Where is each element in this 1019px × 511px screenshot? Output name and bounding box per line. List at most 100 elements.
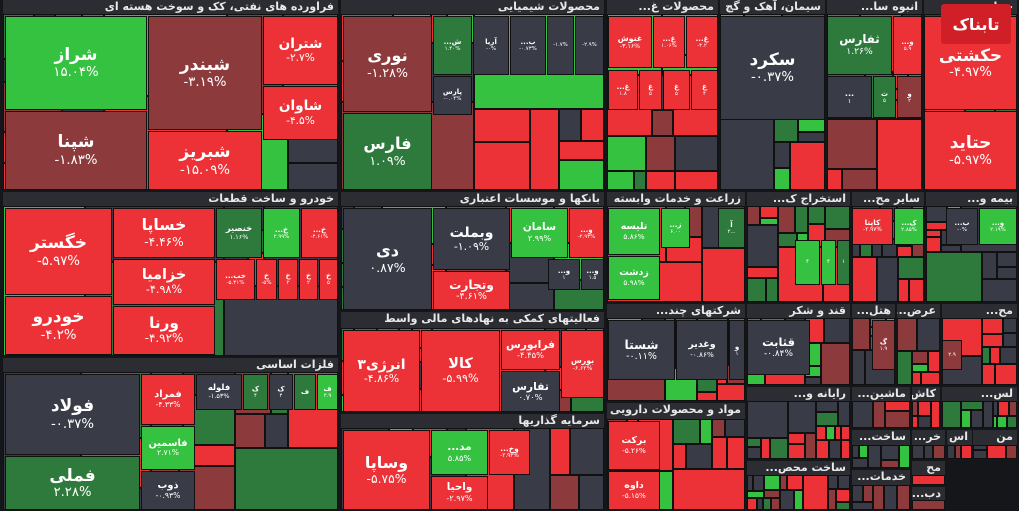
stock-tile[interactable]: خ... -۴.۶۱% <box>301 208 338 258</box>
stock-tile[interactable]: انرژی۳ -۴.۸۶% <box>343 330 420 412</box>
stock-tile[interactable]: و... ۲.۱۹% <box>979 208 1017 245</box>
stock-tile[interactable]: خب... -۵.۳۱% <box>216 259 255 300</box>
filler-tile <box>921 372 940 385</box>
stock-tile[interactable]: ۲.۹ <box>942 340 962 370</box>
stock-tile[interactable]: شتران -۲.۷% <box>263 16 338 85</box>
stock-tile[interactable]: ب... -۰.۷۳% <box>510 16 546 75</box>
stock-tile[interactable]: ز... ۶.۰۰ <box>661 208 690 248</box>
stock-tile[interactable]: وساپا -۵.۷۵% <box>343 430 430 510</box>
stock-tile[interactable]: شاوان -۴.۵% <box>263 86 338 140</box>
filler-tile <box>926 230 941 237</box>
stock-tile[interactable]: شستا -۰.۱۱% <box>608 320 675 380</box>
filler-tile <box>766 278 778 302</box>
stock-tile[interactable]: خودرو -۴.۲% <box>5 296 112 355</box>
stock-tile[interactable]: -۲.۹% <box>575 16 604 75</box>
stock-tile[interactable]: ثفارس ۱.۲۶% <box>827 16 892 75</box>
stock-tile[interactable]: فرابورس -۴.۴۵% <box>501 330 560 370</box>
stock-tile[interactable]: و... -۲.۹۳% <box>569 208 604 258</box>
stock-tile[interactable]: ... ۱ <box>827 76 872 118</box>
stock-tile[interactable]: ش... ۱.۴۰% <box>433 16 472 75</box>
filler-tile <box>675 136 718 171</box>
stock-tile[interactable]: دی ۰.۸۷% <box>343 208 432 310</box>
stock-tile[interactable]: غ... -۴.۲ <box>686 16 718 68</box>
stock-tile[interactable]: سکرد -۰.۳۷% <box>720 16 825 120</box>
stock-tile[interactable]: خساپا -۴.۴۶% <box>113 208 215 258</box>
stock-symbol: فارس <box>363 133 412 153</box>
stock-tile[interactable]: وتجارت -۴.۶۱% <box>433 271 510 310</box>
stock-tile[interactable]: شراز ۱۵.۰۴% <box>5 16 147 110</box>
stock-tile[interactable]: گ ۱.۹ <box>872 320 895 370</box>
stock-tile[interactable]: و... ۵.۹ <box>893 16 922 75</box>
stock-tile[interactable]: ب... -۰% <box>946 208 978 245</box>
stock-tile[interactable]: داوه -۵.۱۵% <box>608 471 660 510</box>
filler-tile <box>926 222 947 230</box>
stock-tile[interactable]: خزامیا -۴.۹۸% <box>113 259 215 305</box>
stock-tile[interactable]: برکت -۵.۲۶% <box>608 421 660 470</box>
stock-tile[interactable]: غ... ۱.۸ <box>608 70 638 110</box>
sector-title: محصولات غ... <box>607 0 718 14</box>
stock-tile[interactable]: بورس -۶.۶۲% <box>561 330 604 398</box>
stock-tile[interactable]: پارس -۰.۰۴% <box>433 76 472 115</box>
stock-tile[interactable]: ۱ <box>837 240 850 285</box>
stock-symbol: خ <box>263 272 270 281</box>
stock-tile[interactable]: مد... ۵.۸۵% <box>431 430 488 475</box>
stock-tile[interactable]: فاسمین ۲.۷۱% <box>141 426 195 470</box>
stock-tile[interactable]: کاپتا -۲.۹۷% <box>852 208 893 245</box>
stock-tile[interactable]: خگستر -۵.۹۷% <box>5 208 112 295</box>
stock-tile[interactable]: غ... ۱.۰۶% <box>653 16 685 68</box>
stock-tile[interactable]: ورنا -۴.۹۲% <box>113 306 215 355</box>
stock-tile[interactable]: آریا -۰% <box>473 16 509 75</box>
stock-tile[interactable]: آ ۲... <box>718 208 745 248</box>
stock-tile[interactable]: شبریز -۱۵.۰۹% <box>148 131 262 190</box>
stock-tile[interactable]: ۴ <box>795 240 820 285</box>
stock-tile[interactable]: ۴ <box>821 240 836 285</box>
stock-tile[interactable]: فارس ۱.۰۹% <box>343 113 432 190</box>
stock-tile[interactable]: غنوش -۳.۱۶% <box>608 16 652 68</box>
stock-tile[interactable]: سامان ۲.۹۹% <box>511 208 568 258</box>
stock-tile[interactable]: قثابت -۰.۸۴% <box>747 320 810 375</box>
stock-tile[interactable]: کالا -۵.۹۹% <box>421 330 500 412</box>
stock-tile[interactable]: فلوله -۱.۵۳% <box>196 374 242 410</box>
stock-symbol: نوری <box>367 46 408 66</box>
filler-tile <box>877 119 922 190</box>
stock-tile[interactable]: فولاد -۰.۳۷% <box>5 374 140 455</box>
stock-tile[interactable]: خ... ۲.۹۹% <box>263 208 300 258</box>
stock-tile[interactable]: نوری -۱.۲۸% <box>343 16 432 112</box>
stock-tile[interactable]: وخ... -۲.۹۳% <box>489 430 530 475</box>
stock-tile[interactable]: ذوب -۰.۹۳% <box>141 471 195 510</box>
stock-tile[interactable]: و... ۱.۵ <box>581 259 604 290</box>
stock-tile[interactable]: فملی ۲.۲۸% <box>5 456 140 510</box>
stock-tile[interactable]: خ -۵% <box>256 259 277 300</box>
price-change: -۰.۷۳% <box>519 46 537 53</box>
stock-tile[interactable]: تفارس ۰.۷۰% <box>501 371 560 412</box>
stock-tile[interactable]: حتاید -۵.۹۷% <box>924 111 1017 190</box>
stock-tile[interactable]: شبندر -۳.۱۹% <box>148 16 262 130</box>
stock-tile[interactable]: شپنا -۱.۸۳% <box>5 111 147 190</box>
stock-tile[interactable]: وبملت -۱.۰۹% <box>433 208 510 270</box>
stock-tile[interactable]: واحیا -۲.۹۷% <box>431 476 488 510</box>
stock-tile[interactable]: خنصیر ۱.۱۶% <box>216 208 262 258</box>
stock-tile[interactable]: زدشت ۵.۹۸% <box>608 256 660 300</box>
stock-tile[interactable]: ف ۲.۹ <box>317 374 338 410</box>
stock-tile[interactable]: -۱.۷% <box>547 16 574 75</box>
filler-tile <box>774 168 790 190</box>
price-change: -۱.۸۳% <box>54 152 98 168</box>
stock-tile[interactable]: وغدیر -۰.۸۶% <box>676 320 728 380</box>
stock-tile[interactable]: ف <box>294 374 316 410</box>
stock-tile[interactable]: تلیسه ۵.۸۶% <box>608 208 660 255</box>
stock-tile[interactable]: فمراد -۴.۳۳% <box>141 374 195 425</box>
filler-tile <box>881 445 899 460</box>
stock-tile[interactable]: و... ۱ <box>548 259 580 290</box>
stock-tile[interactable]: ک... ۲.۸۵% <box>894 208 924 245</box>
